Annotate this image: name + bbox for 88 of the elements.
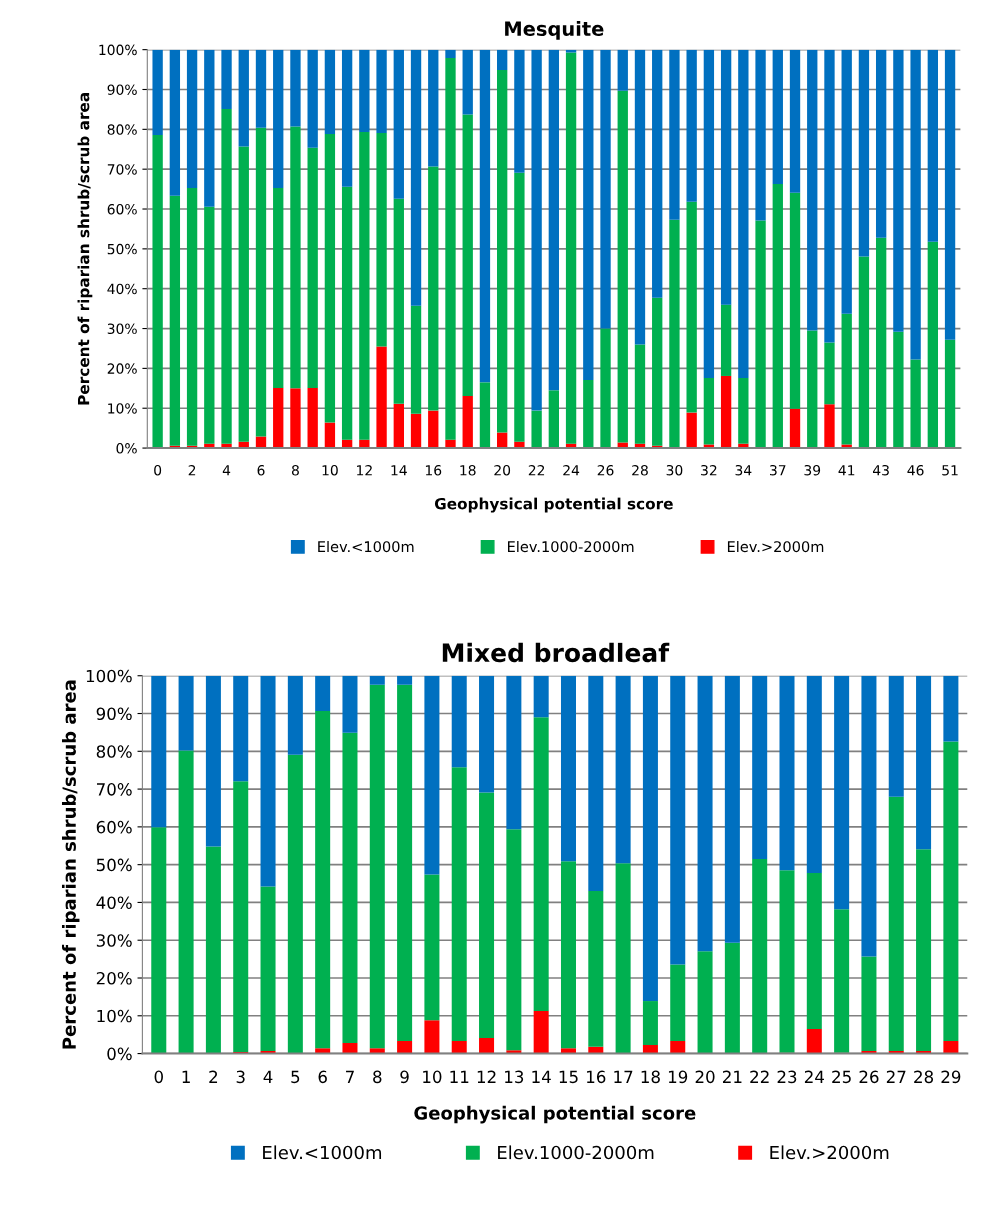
x-tick-label: 10 xyxy=(322,464,338,476)
x-tick-label: 0 xyxy=(154,464,162,476)
chart-title: Mesquite xyxy=(505,20,604,40)
y-tick-label: 70% xyxy=(96,783,132,796)
y-tick-label: 0% xyxy=(107,1047,132,1061)
x-tick-label: 2 xyxy=(188,464,196,476)
x-tick-label: 2 xyxy=(209,1070,218,1083)
x-tick-label: 13 xyxy=(505,1070,524,1084)
x-tick-label: 17 xyxy=(614,1070,633,1083)
legend-label: Elev.<1000m xyxy=(263,1145,382,1160)
x-tick-label: 12 xyxy=(477,1070,496,1083)
y-tick-label: 50% xyxy=(96,858,132,872)
legend-label: Elev.>2000m xyxy=(727,540,824,553)
y-tick-label: 80% xyxy=(96,745,132,758)
x-tick-label: 4 xyxy=(222,465,231,476)
x-tick-label: 28 xyxy=(632,464,648,476)
x-tick-label: 32 xyxy=(701,464,717,476)
x-tick-label: 37 xyxy=(770,464,786,476)
x-tick-label: 8 xyxy=(291,464,299,476)
y-tick-label: 10% xyxy=(108,403,137,414)
x-tick-label: 7 xyxy=(346,1070,354,1083)
x-tick-label: 26 xyxy=(597,464,614,476)
x-tick-label: 8 xyxy=(373,1070,382,1084)
x-tick-label: 18 xyxy=(460,464,476,476)
y-tick-label: 60% xyxy=(96,820,132,834)
x-tick-label: 4 xyxy=(263,1070,273,1083)
x-tick-label: 51 xyxy=(942,465,958,476)
y-tick-label: 100% xyxy=(86,669,132,683)
legend-label: Elev.1000-2000m xyxy=(498,1145,654,1160)
y-tick-label: 80% xyxy=(107,124,137,135)
y-tick-label: 90% xyxy=(107,84,137,95)
x-tick-label: 0 xyxy=(154,1070,163,1084)
x-tick-label: 3 xyxy=(236,1070,245,1084)
x-tick-label: 30 xyxy=(666,464,683,476)
x-tick-label: 34 xyxy=(735,464,752,476)
y-tick-label: 60% xyxy=(107,203,137,215)
x-tick-label: 24 xyxy=(563,464,580,476)
x-tick-label: 16 xyxy=(587,1070,606,1084)
x-tick-label: 21 xyxy=(722,1070,742,1083)
x-tick-label: 23 xyxy=(777,1070,797,1084)
x-tick-label: 29 xyxy=(941,1070,961,1084)
x-tick-label: 41 xyxy=(838,465,855,476)
x-tick-label: 14 xyxy=(532,1070,551,1083)
x-tick-label: 6 xyxy=(318,1070,327,1084)
x-tick-label: 11 xyxy=(450,1070,469,1083)
y-tick-label: 0% xyxy=(116,443,137,454)
y-tick-label: 30% xyxy=(107,323,137,335)
x-tick-label: 16 xyxy=(425,464,442,476)
x-tick-label: 43 xyxy=(873,464,889,476)
x-tick-label: 28 xyxy=(914,1070,934,1084)
y-axis-title: Percent of riparian shrub/scrub area xyxy=(61,680,80,1049)
x-tick-label: 27 xyxy=(886,1070,906,1083)
x-tick-label: 46 xyxy=(907,464,924,476)
legend-label: Elev.>2000m xyxy=(770,1145,889,1160)
x-tick-label: 1 xyxy=(182,1070,190,1083)
y-tick-label: 50% xyxy=(107,243,137,255)
x-tick-label: 9 xyxy=(400,1070,409,1084)
legend-label: Elev.<1000m xyxy=(318,540,414,553)
y-tick-label: 10% xyxy=(97,1009,132,1023)
y-tick-label: 40% xyxy=(107,283,137,295)
x-tick-label: 22 xyxy=(528,464,545,476)
chart-title: Mixed broadleaf xyxy=(442,642,670,663)
x-tick-label: 20 xyxy=(494,464,511,476)
y-tick-label: 70% xyxy=(107,164,137,175)
y-tick-label: 20% xyxy=(107,363,137,374)
x-tick-label: 39 xyxy=(804,464,821,476)
x-tick-label: 18 xyxy=(641,1070,660,1084)
x-tick-label: 15 xyxy=(559,1070,578,1084)
y-tick-label: 100% xyxy=(99,44,137,56)
x-tick-label: 24 xyxy=(804,1070,824,1083)
x-tick-label: 12 xyxy=(357,464,372,476)
x-axis-title: Geophysical potential score xyxy=(414,1105,696,1124)
y-axis-title: Percent of riparian shrub/scrub area xyxy=(77,93,93,405)
x-tick-label: 22 xyxy=(750,1070,769,1083)
y-tick-label: 30% xyxy=(96,934,132,947)
x-tick-label: 25 xyxy=(832,1070,851,1084)
x-tick-label: 14 xyxy=(391,465,407,476)
y-tick-label: 20% xyxy=(96,971,132,985)
x-tick-label: 19 xyxy=(668,1070,688,1084)
x-tick-label: 20 xyxy=(695,1070,715,1084)
legend-label: Elev.1000-2000m xyxy=(508,540,634,553)
y-tick-label: 90% xyxy=(96,707,132,721)
x-tick-label: 6 xyxy=(257,464,265,476)
y-tick-label: 40% xyxy=(96,896,132,910)
x-axis-title: Geophysical potential score xyxy=(434,497,673,513)
x-tick-label: 5 xyxy=(291,1070,300,1084)
x-tick-label: 10 xyxy=(423,1070,442,1084)
x-tick-label: 26 xyxy=(859,1070,879,1084)
